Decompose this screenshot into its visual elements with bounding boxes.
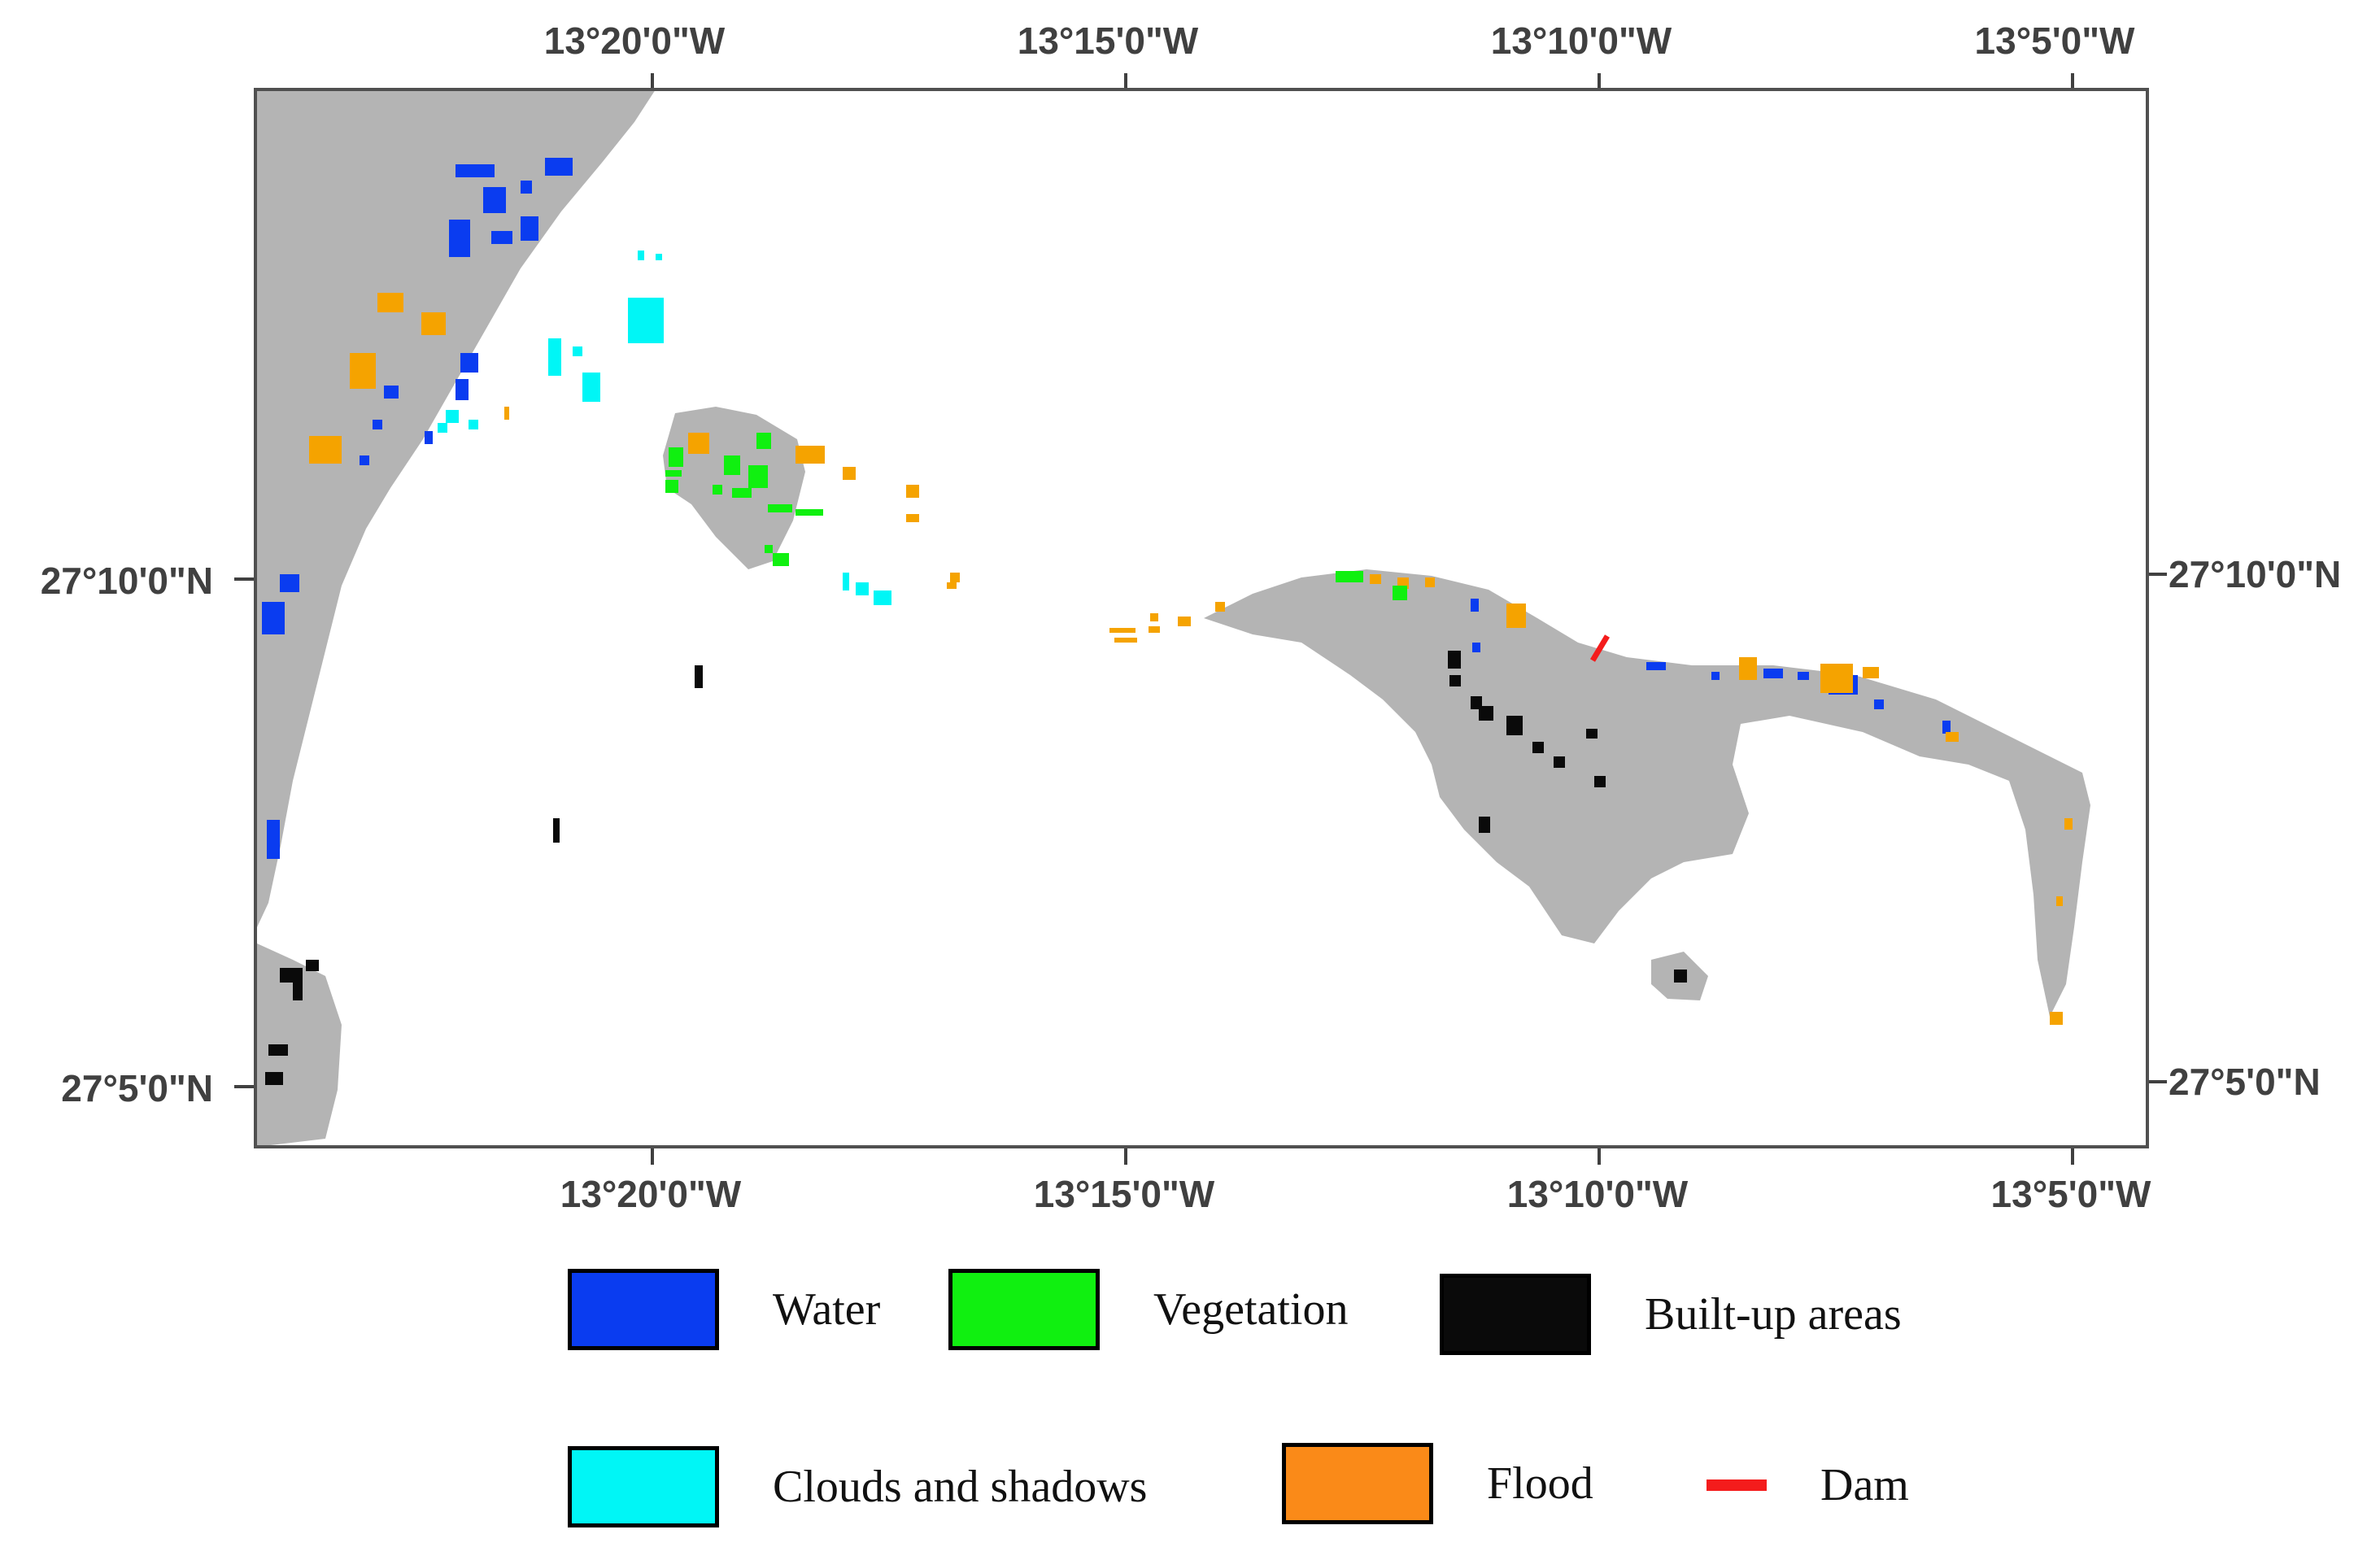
flood-swatch <box>1282 1443 1433 1524</box>
built-up-patches <box>265 651 1687 1085</box>
land-southwest <box>257 943 342 1147</box>
legend-label-flood: Flood <box>1487 1458 1593 1509</box>
vegetation-patches <box>665 433 1407 600</box>
bottom-tick-label-13-5w: 13°5'0"W <box>1991 1173 2151 1215</box>
left-tick-label-27-10n: 27°10'0"N <box>41 560 213 602</box>
legend-item-water: Water <box>568 1269 880 1350</box>
water-swatch <box>568 1269 719 1350</box>
legend-label-built-up: Built-up areas <box>1645 1289 1902 1340</box>
legend-label-clouds: Clouds and shadows <box>773 1462 1148 1512</box>
legend-item-flood: Flood <box>1282 1443 1593 1524</box>
legend-item-clouds: Clouds and shadows <box>568 1446 1147 1527</box>
top-tick-label-13-5w: 13°5'0"W <box>1975 20 2135 62</box>
top-tick-label-13-10w: 13°10'0"W <box>1491 20 1672 62</box>
bottom-tick-label-13-10w: 13°10'0"W <box>1507 1173 1689 1215</box>
vegetation-swatch <box>948 1269 1100 1350</box>
bottom-tick-label-13-20w: 13°20'0"W <box>560 1173 742 1215</box>
legend-item-dam: Dam <box>1707 1459 1909 1511</box>
dam-line <box>1589 634 1611 662</box>
legend-label-vegetation: Vegetation <box>1153 1284 1349 1335</box>
legend-item-vegetation: Vegetation <box>948 1269 1348 1350</box>
flood-patches <box>309 293 2073 1025</box>
top-tick-label-13-15w: 13°15'0"W <box>1018 20 1199 62</box>
legend-label-dam: Dam <box>1820 1460 1909 1510</box>
legend-item-built-up: Built-up areas <box>1440 1274 1902 1355</box>
right-tick-label-27-10n: 27°10'0"N <box>2169 553 2341 595</box>
clouds-swatch <box>568 1446 719 1527</box>
map-frame-background <box>255 89 2147 1147</box>
map-frame-border <box>254 88 2149 1148</box>
right-tick-label-27-5n: 27°5'0"N <box>2169 1061 2321 1103</box>
cloud-patches <box>438 251 891 605</box>
land-west-coast <box>257 89 656 927</box>
land-east-peninsula <box>1204 569 2090 1017</box>
dam-swatch <box>1707 1479 1767 1491</box>
bottom-tick-label-13-15w: 13°15'0"W <box>1034 1173 1215 1215</box>
left-tick-label-27-5n: 27°5'0"N <box>61 1067 213 1109</box>
legend-label-water: Water <box>773 1284 881 1335</box>
top-tick-label-13-20w: 13°20'0"W <box>544 20 726 62</box>
built-up-swatch <box>1440 1274 1591 1355</box>
